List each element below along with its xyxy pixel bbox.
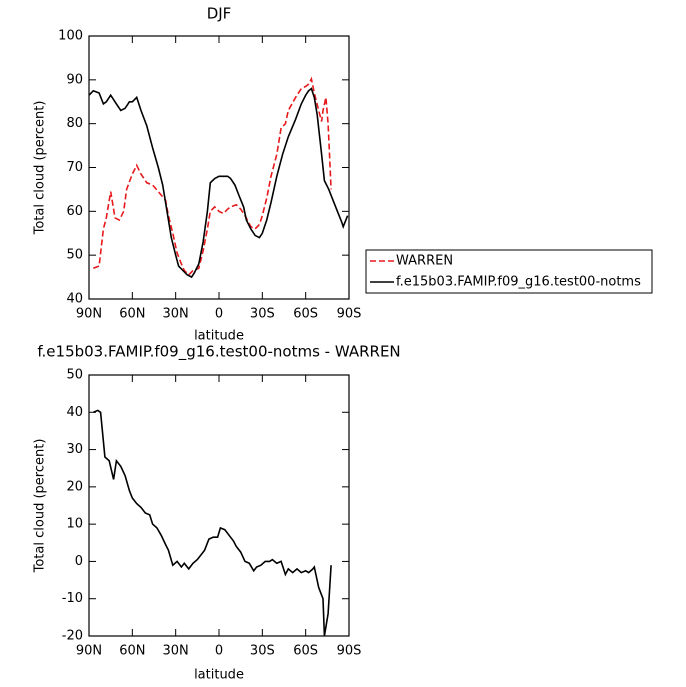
y-tick-label: 40 [66,405,83,420]
y-tick-label: 20 [66,479,83,494]
x-tick-label: 0 [215,307,223,322]
y-tick-label: 0 [75,554,83,569]
x-tick-label: 0 [215,644,223,659]
y-tick-label: 60 [66,204,83,219]
x-tick-label: 90S [337,644,362,659]
data-line [92,409,332,637]
data-line [88,87,349,279]
x-tick-label: 90N [76,307,102,322]
x-axis-label: latitude [194,329,244,344]
chart-title: DJF [207,5,232,23]
x-tick-label: 60S [293,644,318,659]
x-tick-label: 30N [163,644,189,659]
legend-box [365,249,653,294]
y-tick-label: -10 [62,591,83,606]
plot-frame [88,35,350,300]
legend-label: WARREN [396,254,453,269]
x-tick-label: 30S [250,644,275,659]
data-line [93,76,332,277]
chart-title: f.e15b03.FAMIP.f09_g16.test00-notms - WA… [37,343,400,362]
x-tick-label: 60N [119,644,145,659]
y-tick-label: -20 [62,629,83,644]
y-tick-label: 50 [66,248,83,263]
y-tick-label: 10 [66,517,83,532]
x-tick-label: 30N [163,307,189,322]
y-tick-label: 70 [66,160,83,175]
x-tick-label: 90N [76,644,102,659]
x-axis-label: latitude [194,668,244,683]
x-tick-label: 30S [250,307,275,322]
x-tick-label: 90S [337,307,362,322]
y-tick-label: 40 [66,292,83,307]
plot-frame [88,374,350,637]
x-tick-label: 60S [293,307,318,322]
y-axis-label: Total cloud (percent) [33,439,48,574]
y-tick-label: 50 [66,368,83,383]
x-tick-label: 60N [119,307,145,322]
y-tick-label: 80 [66,116,83,131]
y-axis-label: Total cloud (percent) [33,101,48,236]
y-tick-label: 100 [58,29,83,44]
y-tick-label: 90 [66,72,83,87]
legend-label: f.e15b03.FAMIP.f09_g16.test00-notms [396,275,641,290]
y-tick-label: 30 [66,442,83,457]
